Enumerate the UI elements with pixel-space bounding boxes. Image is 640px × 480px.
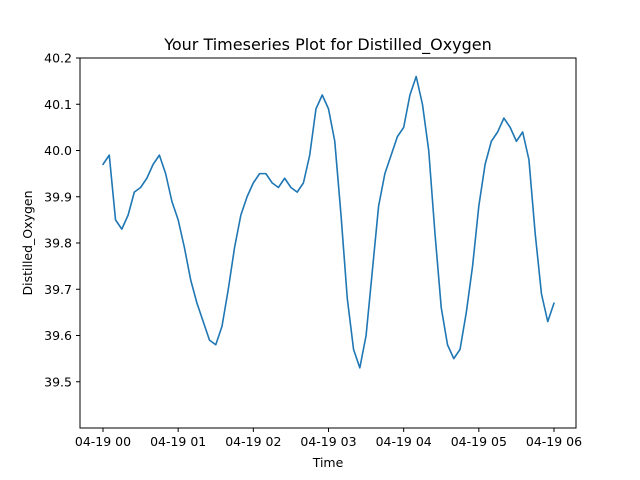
x-axis: 04-19 00 04-19 01 04-19 02 04-19 03 04-19 04…: [75, 428, 582, 449]
y-tick-label: 40.1: [44, 97, 72, 112]
x-tick-label: 04-19 04: [376, 434, 432, 449]
y-tick-label: 40.2: [44, 51, 72, 66]
x-tick-label: 04-19 05: [451, 434, 507, 449]
y-tick-label: 39.7: [44, 282, 72, 297]
y-tick-label: 39.6: [44, 328, 72, 343]
y-axis: 39.5 39.6 39.7 39.8 39.9 40.0 40.1 40.2: [44, 51, 80, 389]
series-line: [102, 75, 555, 369]
y-tick-label: 39.5: [44, 374, 72, 389]
y-tick-label: 39.9: [44, 189, 72, 204]
x-tick-label: 04-19 03: [300, 434, 356, 449]
y-tick-label: 39.8: [44, 236, 72, 251]
plot-frame: [79, 57, 577, 429]
x-tick-label: 04-19 01: [150, 434, 206, 449]
plot-area: [79, 57, 577, 429]
x-tick-label: 04-19 02: [225, 434, 281, 449]
x-tick-label: 04-19 00: [75, 434, 131, 449]
x-tick-label: 04-19 06: [526, 434, 582, 449]
chart-title: Your Timeseries Plot for Distilled_Oxyge…: [163, 35, 492, 55]
x-axis-label: Time: [312, 455, 344, 470]
y-axis-label: Distilled_Oxygen: [20, 191, 35, 296]
y-tick-label: 40.0: [44, 143, 72, 158]
